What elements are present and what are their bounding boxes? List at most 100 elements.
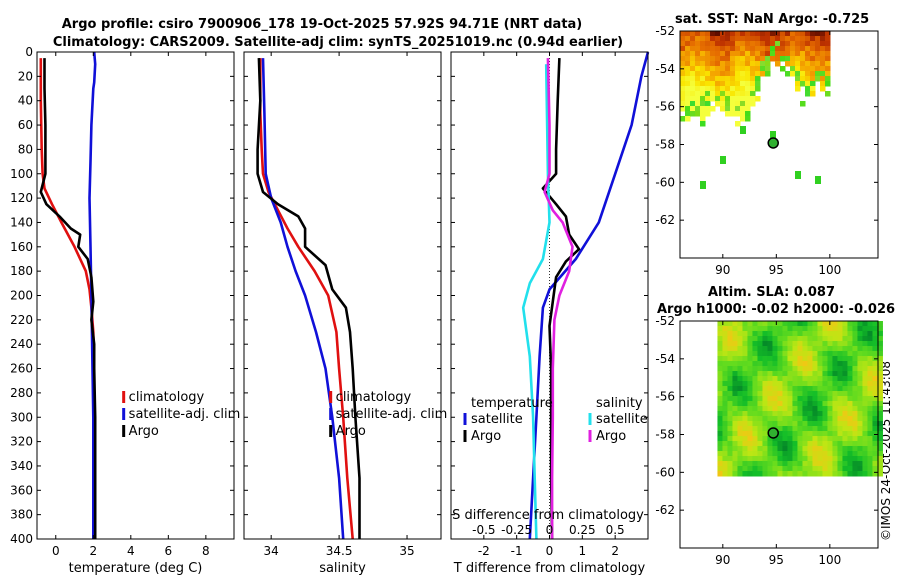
sst-cell: [750, 41, 756, 47]
sla-cell: [802, 406, 808, 412]
sla-cell: [757, 471, 763, 477]
sla-cell: [817, 321, 823, 327]
sla-cell: [837, 416, 843, 422]
sla-cell: [867, 346, 873, 352]
sla-cell: [837, 446, 843, 452]
sla-cell: [777, 451, 783, 457]
sla-cell: [722, 446, 728, 452]
sla-cell: [717, 381, 723, 387]
sla-cell: [732, 441, 738, 447]
salinity-difference-tick-label: -0.5: [472, 523, 495, 537]
y-tick-label: -60: [655, 175, 675, 189]
sst-cell: [705, 31, 711, 37]
sst-cell: [745, 101, 751, 107]
sla-cell: [767, 411, 773, 417]
sla-cell: [787, 381, 793, 387]
sla-cell: [817, 411, 823, 417]
sst-cell: [820, 81, 826, 87]
sla-cell: [782, 326, 788, 332]
sla-cell: [797, 336, 803, 342]
sst-cell: [775, 61, 781, 67]
sla-cell: [807, 381, 813, 387]
sst-cell: [790, 71, 796, 77]
sst-cell: [735, 41, 741, 47]
sla-cell: [822, 421, 828, 427]
sla-cell: [727, 471, 733, 477]
sla-cell: [807, 436, 813, 442]
sla-cell: [807, 471, 813, 477]
sst-cell: [745, 36, 751, 42]
sla-cell: [737, 341, 743, 347]
sla-cell: [797, 331, 803, 337]
sst-cell: [805, 51, 811, 57]
sla-cell: [732, 341, 738, 347]
sst-cell: [695, 31, 701, 37]
sst-cell: [705, 111, 711, 117]
sla-cell: [762, 396, 768, 402]
sla-cell: [737, 401, 743, 407]
sla-cell: [772, 336, 778, 342]
sla-cell: [832, 386, 838, 392]
sst-cell: [735, 91, 741, 97]
sst-cell: [735, 36, 741, 42]
sst-cell: [710, 96, 716, 102]
sst-cell: [805, 61, 811, 67]
sla-cell: [752, 461, 758, 467]
sla-cell: [757, 416, 763, 422]
sla-cell: [827, 461, 833, 467]
sla-cell: [847, 346, 853, 352]
sla-cell: [767, 331, 773, 337]
sla-cell: [802, 441, 808, 447]
sst-cell: [710, 71, 716, 77]
sla-cell: [832, 361, 838, 367]
sla-cell: [722, 391, 728, 397]
sla-cell: [732, 351, 738, 357]
sla-cell: [827, 386, 833, 392]
sst-cell: [770, 41, 776, 47]
sla-cell: [777, 336, 783, 342]
sla-cell: [877, 346, 883, 352]
legend-entry: climatology: [129, 390, 205, 405]
sst-cell: [725, 86, 731, 92]
sla-cell: [797, 371, 803, 377]
sla-cell: [872, 466, 878, 472]
sla-cell: [787, 356, 793, 362]
sla-cell: [872, 336, 878, 342]
sst-cell: [690, 96, 696, 102]
sla-cell: [742, 441, 748, 447]
sla-cell: [852, 371, 858, 377]
sst-cell: [770, 131, 776, 139]
legend-entry: climatology: [336, 390, 412, 405]
sst-cell: [680, 106, 686, 112]
sst-cell: [745, 111, 751, 117]
sst-cell: [690, 86, 696, 92]
x-tick-label: 0: [52, 544, 60, 558]
sla-cell: [827, 406, 833, 412]
sla-cell: [787, 366, 793, 372]
sla-cell: [822, 441, 828, 447]
sla-cell: [807, 346, 813, 352]
sla-cell: [722, 471, 728, 477]
sla-cell: [847, 406, 853, 412]
sst-cell: [700, 106, 706, 112]
sla-cell: [857, 391, 863, 397]
sla-cell: [847, 431, 853, 437]
sst-cell: [810, 86, 816, 92]
sla-cell: [817, 461, 823, 467]
sla-cell: [792, 366, 798, 372]
sla-cell: [737, 436, 743, 442]
sst-cell: [735, 101, 741, 107]
sla-cell: [857, 401, 863, 407]
sst-cell: [790, 51, 796, 57]
sla-cell: [757, 456, 763, 462]
sla-cell: [722, 366, 728, 372]
sst-cell: [720, 51, 726, 57]
sla-cell: [782, 461, 788, 467]
sla-cell: [782, 431, 788, 437]
sla-cell: [857, 471, 863, 477]
sla-cell: [822, 431, 828, 437]
sla-cell: [742, 456, 748, 462]
sla-cell: [812, 441, 818, 447]
sla-cell: [737, 346, 743, 352]
sla-cell: [847, 451, 853, 457]
